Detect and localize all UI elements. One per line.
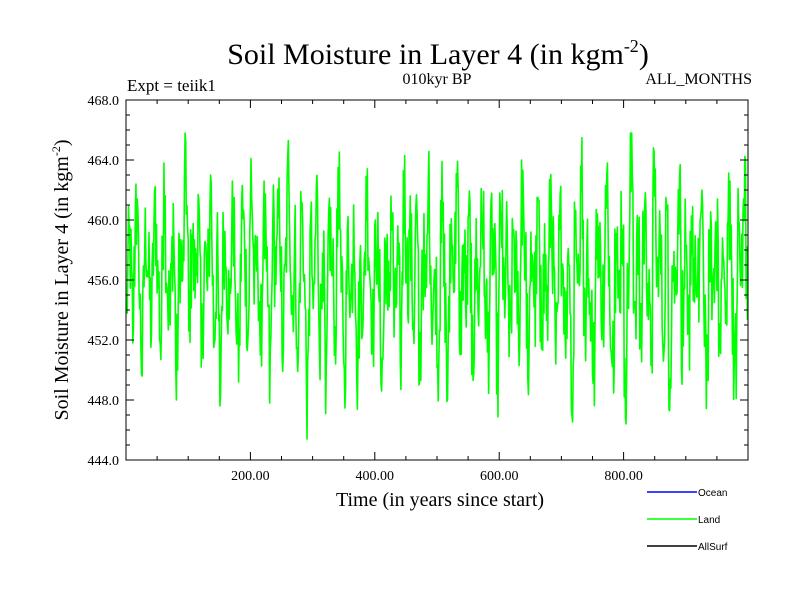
y-axis-title: Soil Moisture in Layer 4 (in kgm-2) (49, 139, 73, 420)
months-label: ALL_MONTHS (645, 71, 752, 88)
series-land (125, 132, 749, 440)
x-axis-title: Time (in years since start) (336, 489, 544, 511)
x-tick-label: 600.00 (480, 469, 519, 484)
y-axis: 444.0 448.0 452.0 456.0 460.0 464.0 468.0 (88, 94, 748, 469)
y-axis-title-superscript: -2 (49, 146, 63, 156)
x-tick-label: 800.00 (604, 469, 643, 484)
x-tick-label: 200.00 (231, 469, 270, 484)
chart-title-superscript: -2 (624, 36, 639, 56)
period-label: 010kyr BP (403, 71, 472, 88)
chart-title: Soil Moisture in Layer 4 (in kgm-2) (227, 36, 649, 71)
legend: Ocean Land AllSurf (647, 488, 728, 553)
legend-label-land: Land (698, 515, 720, 526)
y-tick-label: 460.0 (88, 214, 120, 229)
y-tick-label: 444.0 (88, 454, 120, 469)
plot-area (125, 99, 749, 461)
legend-label-ocean: Ocean (698, 488, 727, 499)
y-tick-label: 468.0 (88, 94, 120, 109)
y-tick-label: 448.0 (88, 394, 120, 409)
y-tick-label: 452.0 (88, 334, 120, 349)
x-tick-label: 400.00 (356, 469, 395, 484)
experiment-label: Expt = teiik1 (127, 76, 216, 95)
land-series-line (125, 132, 749, 440)
y-tick-label: 456.0 (88, 274, 120, 289)
y-tick-label: 464.0 (88, 154, 120, 169)
x-axis: 200.00 400.00 600.00 800.00 (156, 100, 718, 484)
legend-label-allsurf: AllSurf (698, 542, 728, 553)
